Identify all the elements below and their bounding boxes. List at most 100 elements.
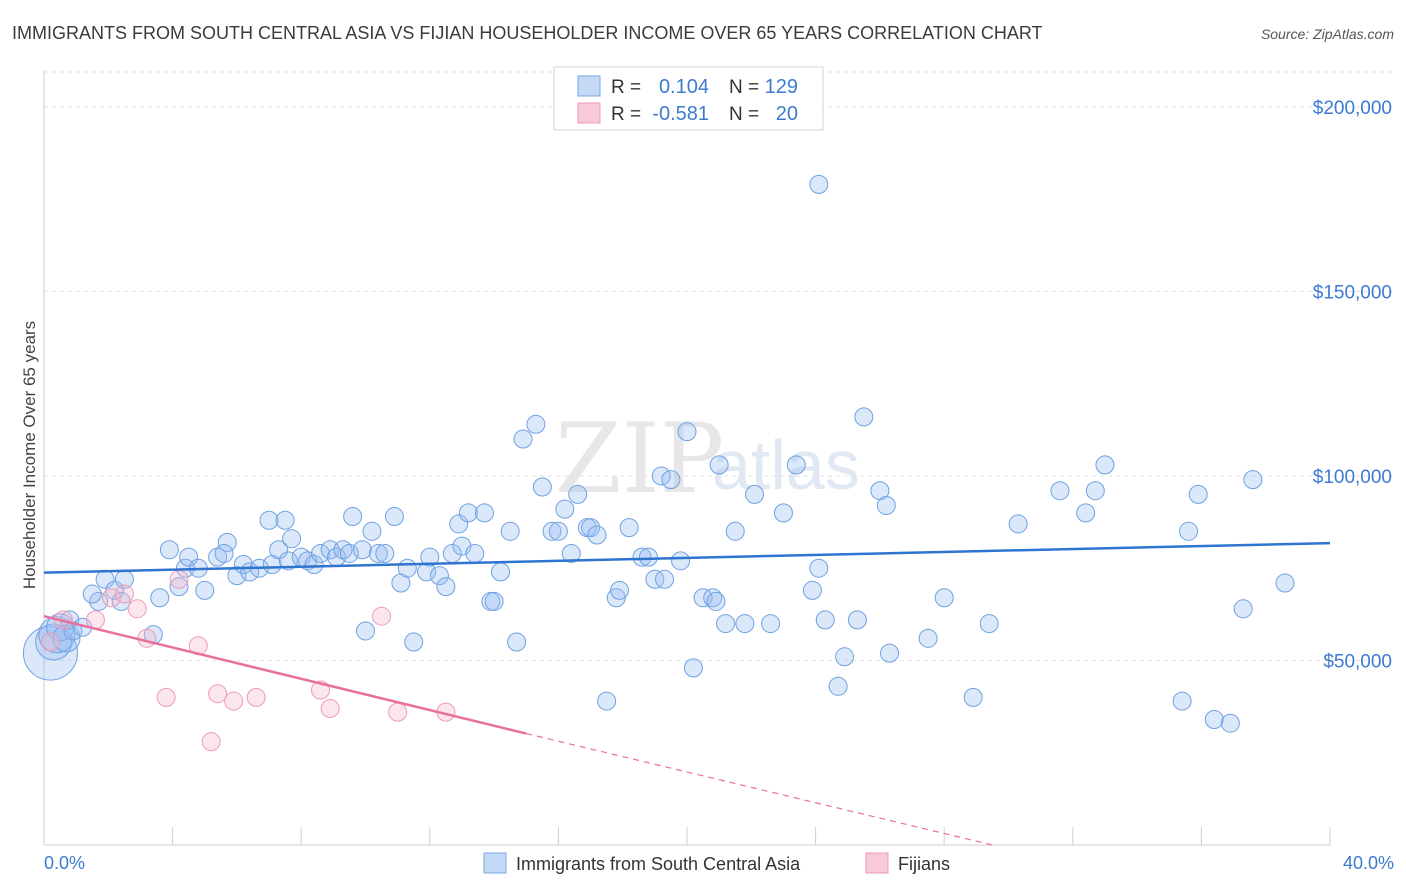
scatter-points — [22, 174, 1295, 752]
legend-r-label-2: R = — [611, 104, 641, 125]
point-south-central-asia — [683, 658, 703, 678]
point-south-central-asia — [333, 540, 353, 560]
point-south-central-asia — [208, 547, 228, 567]
point-south-central-asia — [214, 543, 234, 563]
point-south-central-asia — [1095, 455, 1115, 475]
legend-r-value-1: 0.104 — [659, 76, 709, 98]
trend-line-south-central-asia — [43, 541, 1331, 574]
point-south-central-asia — [597, 691, 617, 711]
x-tick-label-max: 40.0% — [1343, 853, 1394, 873]
point-south-central-asia — [278, 551, 298, 571]
point-south-central-asia — [693, 588, 713, 608]
point-south-central-asia — [474, 503, 494, 523]
point-south-central-asia — [1085, 481, 1105, 501]
point-south-central-asia — [979, 614, 999, 634]
point-south-central-asia — [815, 610, 835, 630]
point-south-central-asia — [362, 521, 382, 541]
point-south-central-asia — [404, 632, 424, 652]
point-fijians — [137, 628, 157, 648]
point-south-central-asia — [449, 514, 469, 534]
point-south-central-asia — [1233, 599, 1253, 619]
point-south-central-asia — [725, 521, 745, 541]
point-south-central-asia — [1204, 710, 1224, 730]
point-south-central-asia — [304, 555, 324, 575]
point-fijians — [388, 702, 408, 722]
point-fijians — [320, 698, 340, 718]
point-south-central-asia — [645, 569, 665, 589]
point-south-central-asia — [716, 614, 736, 634]
point-south-central-asia — [1050, 481, 1070, 501]
point-south-central-asia — [82, 584, 102, 604]
point-south-central-asia — [638, 547, 658, 567]
legend-n-value-1: 129 — [765, 76, 798, 98]
point-fijians — [127, 599, 147, 619]
point-south-central-asia — [1172, 691, 1192, 711]
point-south-central-asia — [458, 503, 478, 523]
point-south-central-asia — [436, 577, 456, 597]
point-south-central-asia — [671, 551, 691, 571]
legend-r-value-2: -0.581 — [652, 103, 709, 125]
point-south-central-asia — [484, 591, 504, 611]
point-south-central-asia — [632, 547, 652, 567]
legend-n-label-2: N = — [729, 104, 759, 125]
point-south-central-asia — [507, 632, 527, 652]
point-south-central-asia — [786, 455, 806, 475]
point-fijians — [114, 584, 134, 604]
point-fijians — [156, 687, 176, 707]
point-south-central-asia — [1076, 503, 1096, 523]
legend-n-label-1: N = — [729, 77, 759, 98]
point-fijians — [208, 684, 228, 704]
point-south-central-asia — [651, 466, 671, 486]
point-south-central-asia — [310, 543, 330, 563]
y-axis-label: Householder Income Over 65 years — [20, 321, 39, 589]
y-tick-label: $50,000 — [1323, 651, 1392, 672]
trend-line-fijians-extension — [526, 732, 993, 846]
point-south-central-asia — [876, 495, 896, 515]
y-tick-label: $200,000 — [1313, 98, 1392, 119]
legend-n-value-2: 20 — [776, 103, 798, 125]
point-fijians — [169, 569, 189, 589]
point-south-central-asia — [491, 562, 511, 582]
point-south-central-asia — [555, 499, 575, 519]
point-south-central-asia — [526, 414, 546, 434]
legend-swatch-pink — [577, 102, 601, 124]
point-south-central-asia — [619, 518, 639, 538]
x-tick-label-min: 0.0% — [44, 853, 85, 873]
bottom-legend: Immigrants from South Central Asia Fijia… — [483, 852, 950, 874]
trend-line-fijians — [43, 614, 527, 735]
point-south-central-asia — [706, 591, 726, 611]
point-south-central-asia — [581, 518, 601, 538]
point-south-central-asia — [89, 591, 109, 611]
point-south-central-asia — [934, 588, 954, 608]
point-south-central-asia — [195, 580, 215, 600]
point-south-central-asia — [609, 580, 629, 600]
point-south-central-asia — [1220, 713, 1240, 733]
point-south-central-asia — [343, 507, 363, 527]
point-south-central-asia — [532, 477, 552, 497]
point-south-central-asia — [561, 543, 581, 563]
point-south-central-asia — [352, 540, 372, 560]
point-south-central-asia — [735, 614, 755, 634]
point-south-central-asia — [847, 610, 867, 630]
point-fijians — [246, 687, 266, 707]
point-south-central-asia — [918, 628, 938, 648]
point-south-central-asia — [1243, 470, 1263, 490]
point-south-central-asia — [1188, 484, 1208, 504]
point-south-central-asia — [1275, 573, 1295, 593]
point-south-central-asia — [677, 422, 697, 442]
bottom-legend-label-pink: Fijians — [898, 854, 950, 874]
trend-lines — [43, 541, 1331, 846]
point-south-central-asia — [429, 566, 449, 586]
bottom-legend-label-blue: Immigrants from South Central Asia — [516, 854, 801, 874]
point-south-central-asia — [761, 614, 781, 634]
point-south-central-asia — [465, 543, 485, 563]
point-south-central-asia — [854, 407, 874, 427]
point-south-central-asia — [150, 588, 170, 608]
point-fijians — [201, 732, 221, 752]
point-south-central-asia — [802, 580, 822, 600]
bottom-legend-swatch-pink — [865, 852, 889, 874]
point-south-central-asia — [375, 543, 395, 563]
point-fijians — [224, 691, 244, 711]
y-tick-label: $150,000 — [1313, 282, 1392, 303]
